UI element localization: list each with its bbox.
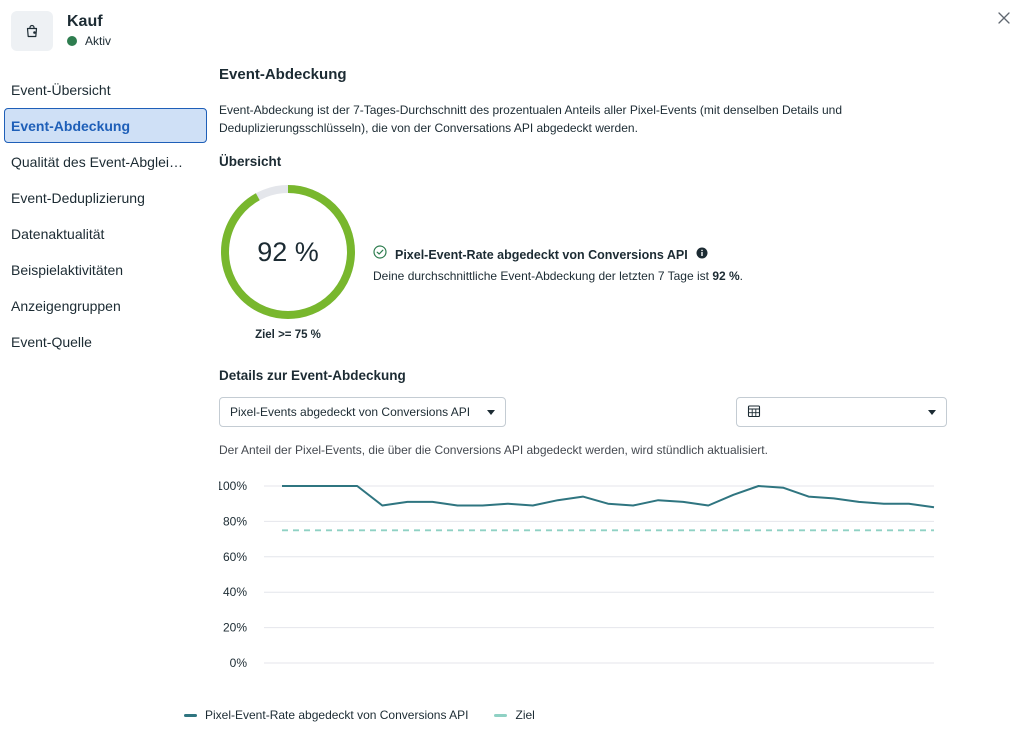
coverage-ring-graphic — [221, 185, 355, 319]
check-circle-icon — [373, 245, 387, 264]
coverage-line-chart: 100% 80% 60% 40% 20% 0% — [219, 479, 935, 670]
legend-item[interactable]: Ziel — [494, 708, 535, 722]
coverage-goal: Ziel >= 75 % — [255, 329, 321, 341]
sidebar: Event-Übersicht Event-Abdeckung Qualität d… — [4, 72, 207, 360]
rate-description-suffix: . — [739, 269, 744, 283]
legend-label: Pixel-Event-Rate abgedeckt von Conversio… — [205, 708, 469, 722]
info-icon[interactable] — [696, 246, 708, 264]
metric-dropdown[interactable]: Pixel-Events abgedeckt von Conversions A… — [219, 397, 506, 427]
y-tick-label: 100% — [219, 479, 247, 493]
legend-swatch — [184, 713, 197, 717]
legend-item[interactable]: Pixel-Event-Rate abgedeckt von Conversio… — [184, 708, 468, 722]
rate-row: Pixel-Event-Rate abgedeckt von Conversio… — [373, 245, 708, 264]
y-tick-label: 20% — [223, 621, 247, 635]
shopping-bag-icon — [11, 11, 53, 51]
section-description: Event-Abdeckung ist der 7-Tages-Durchsch… — [219, 103, 842, 135]
ring-progress — [221, 185, 355, 319]
page-title: Kauf — [67, 13, 103, 30]
y-tick-label: 60% — [223, 550, 247, 564]
legend-label: Ziel — [515, 708, 535, 722]
status-dot — [67, 36, 77, 46]
y-tick-label: 80% — [223, 514, 247, 528]
y-tick-label: 40% — [223, 585, 247, 599]
coverage-value: 92 % — [257, 236, 319, 267]
chart-legend: Pixel-Event-Rate abgedeckt von Conversio… — [184, 708, 561, 722]
sidebar-item[interactable]: Event-Übersicht — [11, 81, 111, 98]
coverage-ring: 92 % — [219, 183, 357, 321]
series-line — [282, 485, 935, 509]
overview-heading: Übersicht — [219, 154, 282, 169]
sidebar-item[interactable]: Event-Abdeckung — [4, 108, 207, 143]
section-heading: Event-Abdeckung — [219, 66, 347, 83]
sidebar-item[interactable]: Anzeigengruppen — [11, 297, 121, 314]
close-icon[interactable] — [996, 10, 1012, 26]
status-label: Aktiv — [85, 34, 112, 48]
rate-description-value: 92 % — [712, 269, 740, 283]
legend-swatch — [494, 713, 508, 717]
sidebar-item[interactable]: Event-Quelle — [11, 333, 92, 350]
date-range-dropdown[interactable] — [736, 397, 947, 427]
sidebar-item[interactable]: Datenaktualität — [11, 225, 105, 242]
chart-note: Der Anteil der Pixel-Events, die über di… — [219, 443, 768, 457]
caret-down-icon — [928, 409, 936, 415]
metric-dropdown-value: Pixel-Events abgedeckt von Conversions A… — [230, 405, 471, 419]
y-tick-label: 0% — [230, 656, 248, 670]
calendar-icon — [747, 404, 761, 421]
rate-description-text: Deine durchschnittliche Event-Abdeckung … — [373, 269, 713, 283]
rate-title: Pixel-Event-Rate abgedeckt von Conversio… — [395, 247, 688, 262]
sidebar-item[interactable]: Beispielaktivitäten — [11, 261, 124, 278]
sidebar-item[interactable]: Event-Deduplizierung — [11, 189, 145, 206]
sidebar-item[interactable]: Qualität des Event-Abglei… — [11, 153, 183, 170]
rate-description: Deine durchschnittliche Event-Abdeckung … — [373, 269, 743, 283]
details-heading: Details zur Event-Abdeckung — [219, 368, 406, 383]
status-badge: Aktiv — [67, 34, 111, 48]
caret-down-icon — [487, 409, 495, 415]
header: Kauf Aktiv — [11, 11, 111, 51]
